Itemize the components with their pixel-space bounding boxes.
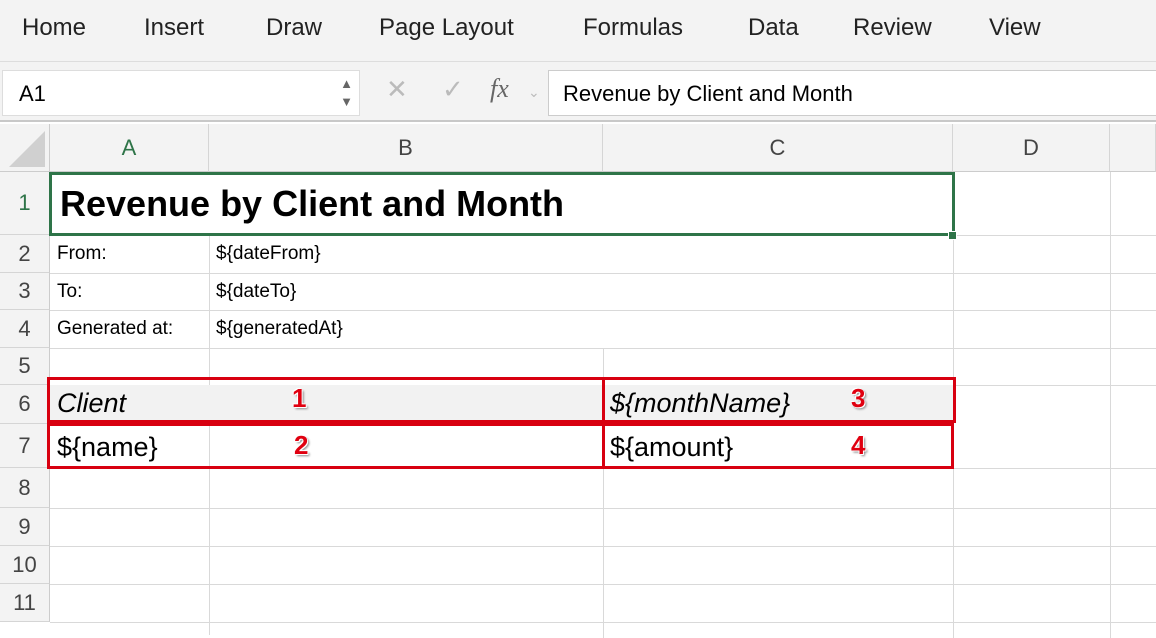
formula-input[interactable]: Revenue by Client and Month xyxy=(548,70,1156,116)
fill-handle[interactable] xyxy=(948,231,957,240)
cancel-x-icon[interactable]: ✕ xyxy=(386,74,408,104)
ribbon: Home Insert Draw Page Layout Formulas Da… xyxy=(0,0,1156,62)
cell-a3[interactable]: To: xyxy=(57,280,83,302)
cell-a2[interactable]: From: xyxy=(57,243,107,264)
tab-view[interactable]: View xyxy=(989,14,1041,41)
annotation-number-4: 4 xyxy=(851,430,866,460)
name-box[interactable]: A1 ▲ ▼ xyxy=(2,70,360,116)
insert-function-button[interactable]: fx xyxy=(490,74,509,103)
header-row-fill xyxy=(50,385,953,424)
column-header-d[interactable]: D xyxy=(953,124,1110,172)
cell-c7[interactable]: ${amount} xyxy=(610,431,734,462)
tab-draw[interactable]: Draw xyxy=(266,14,323,41)
row-header-1[interactable]: 1 xyxy=(0,172,50,235)
cell-a4[interactable]: Generated at: xyxy=(57,318,174,339)
column-header-b[interactable]: B xyxy=(209,124,603,172)
column-header-a[interactable]: A xyxy=(50,124,209,172)
annotation-box-3 xyxy=(602,377,956,423)
annotation-box-2 xyxy=(47,423,605,469)
annotation-number-3: 3 xyxy=(851,383,866,413)
tab-page-layout[interactable]: Page Layout xyxy=(379,14,514,41)
column-header-e[interactable] xyxy=(1110,124,1156,172)
cell-a6[interactable]: Client xyxy=(57,387,127,418)
annotation-box-4 xyxy=(602,423,954,469)
row-header-8[interactable]: 8 xyxy=(0,468,50,508)
cell-b4[interactable]: ${generatedAt} xyxy=(216,318,343,339)
cell-b3[interactable]: ${dateTo} xyxy=(216,280,297,302)
formula-bar: A1 ▲ ▼ ✕ ✓ fx ⌄ Revenue by Client and Mon… xyxy=(0,62,1156,122)
cell-a7[interactable]: ${name} xyxy=(57,431,158,462)
tab-review[interactable]: Review xyxy=(853,14,932,41)
name-box-value: A1 xyxy=(19,81,46,106)
tab-formulas[interactable]: Formulas xyxy=(583,14,684,41)
row-header-5[interactable]: 5 xyxy=(0,348,50,385)
row-header-11[interactable]: 11 xyxy=(0,584,50,622)
annotation-number-1: 1 xyxy=(292,383,307,413)
cell-a1-title[interactable]: Revenue by Client and Month xyxy=(49,172,955,236)
tab-insert[interactable]: Insert xyxy=(144,14,205,41)
row-header-4[interactable]: 4 xyxy=(0,310,50,348)
cell-c6[interactable]: ${monthName} xyxy=(610,387,791,418)
annotation-box-1 xyxy=(47,377,605,423)
column-header-c[interactable]: C xyxy=(603,124,953,172)
row-header-9[interactable]: 9 xyxy=(0,508,50,546)
name-box-stepper[interactable]: ▲ ▼ xyxy=(340,76,353,109)
row-header-3[interactable]: 3 xyxy=(0,273,50,310)
chevron-down-icon[interactable]: ⌄ xyxy=(528,84,540,100)
cell-b2[interactable]: ${dateFrom} xyxy=(216,243,321,264)
row-header-2[interactable]: 2 xyxy=(0,235,50,273)
row-header-7[interactable]: 7 xyxy=(0,424,50,468)
row-header-10[interactable]: 10 xyxy=(0,546,50,584)
annotation-number-2: 2 xyxy=(294,430,309,460)
tab-home[interactable]: Home xyxy=(22,14,87,41)
row-header-6[interactable]: 6 xyxy=(0,385,50,424)
enter-check-icon[interactable]: ✓ xyxy=(442,74,464,104)
tab-data[interactable]: Data xyxy=(748,14,799,41)
select-all-button[interactable] xyxy=(0,124,50,172)
